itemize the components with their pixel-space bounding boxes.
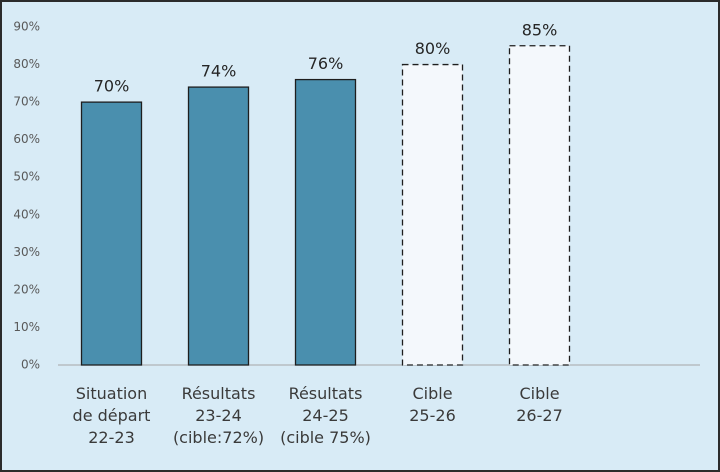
y-tick-label: 60% [13,132,40,146]
x-tick-label: Cible 26-27 [516,384,563,425]
y-tick-label: 20% [13,282,40,296]
value-label: 74% [201,62,237,81]
value-label: 80% [415,39,451,58]
value-label: 70% [94,77,130,96]
x-tick-label: Situation de départ 22-23 [72,384,151,447]
bar [401,63,464,366]
y-tick-label: 80% [13,57,40,71]
bar [294,78,357,366]
x-tick-label: Résultats 23-24 (cible:72%) [172,384,265,447]
y-tick-label: 10% [13,320,40,334]
y-tick-label: 0% [21,358,40,372]
y-tick-label: 50% [13,170,40,184]
y-tick-label: 70% [13,95,40,109]
x-tick-label: Résultats 24-25 (cible 75%) [280,384,371,447]
bar [80,101,143,366]
value-label: 85% [522,20,558,39]
x-tick-label: Cible 25-26 [409,384,456,425]
y-tick-label: 90% [13,20,40,34]
bar [508,45,571,366]
value-label: 76% [308,54,344,73]
bar [187,86,250,366]
y-tick-label: 40% [13,207,40,221]
y-tick-label: 30% [13,245,40,259]
